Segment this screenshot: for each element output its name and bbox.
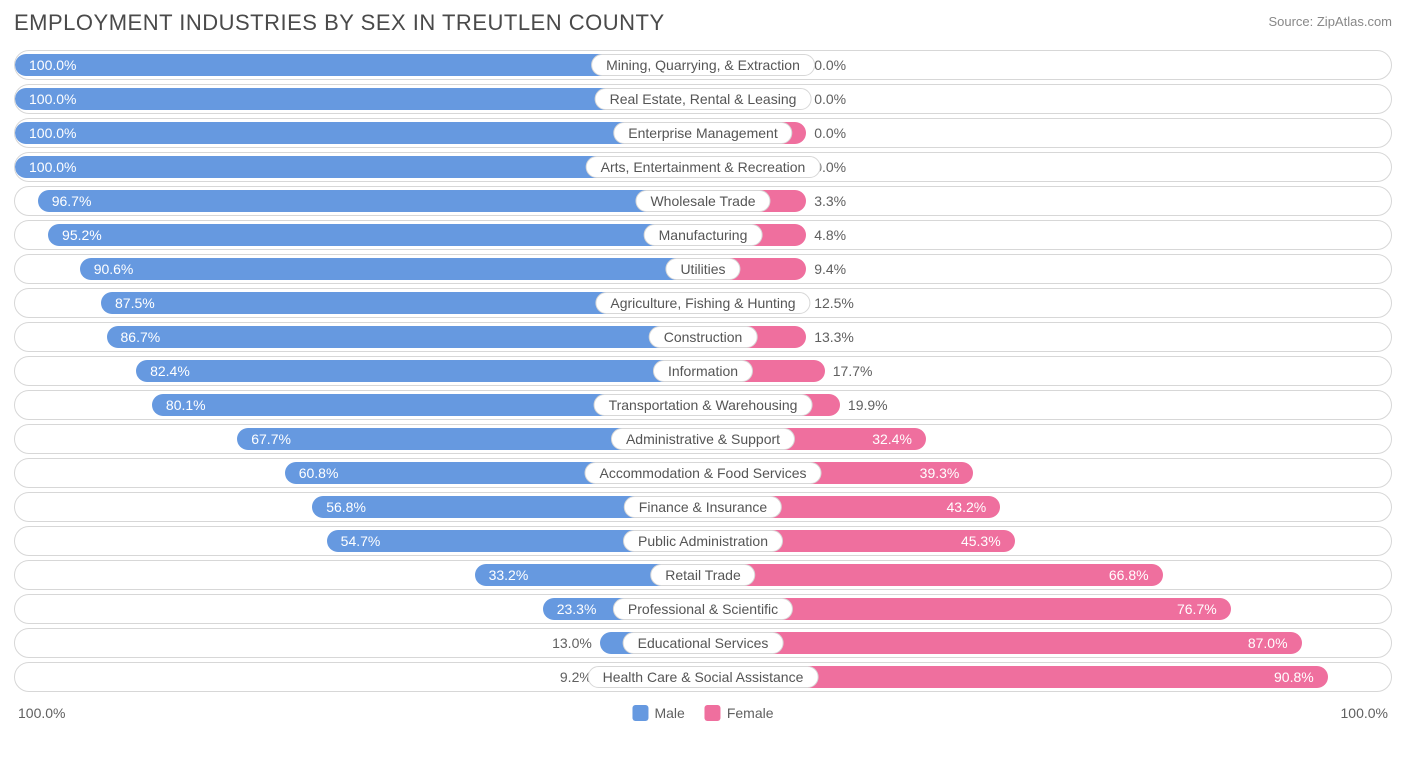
male-pct: 100.0% — [29, 153, 76, 181]
chart-row: 82.4% 17.7% Information — [14, 356, 1392, 386]
female-pct: 3.3% — [814, 187, 846, 215]
industry-label: Arts, Entertainment & Recreation — [586, 156, 821, 178]
male-pct: 95.2% — [62, 221, 102, 249]
female-pct: 0.0% — [814, 85, 846, 113]
chart-footer: 100.0% Male Female 100.0% — [14, 702, 1392, 724]
industry-label: Mining, Quarrying, & Extraction — [591, 54, 815, 76]
industry-label: Finance & Insurance — [624, 496, 782, 518]
chart-row: 86.7% 13.3% Construction — [14, 322, 1392, 352]
male-pct: 13.0% — [552, 629, 592, 657]
female-pct: 66.8% — [1109, 561, 1149, 589]
legend-female-swatch — [705, 705, 721, 721]
industry-label: Manufacturing — [644, 224, 763, 246]
chart-row: 9.2%90.8%Health Care & Social Assistance — [14, 662, 1392, 692]
chart-row: 95.2% 4.8% Manufacturing — [14, 220, 1392, 250]
male-pct: 60.8% — [299, 459, 339, 487]
industry-label: Retail Trade — [650, 564, 755, 586]
male-pct: 23.3% — [557, 595, 597, 623]
male-pct: 54.7% — [341, 527, 381, 555]
industry-label: Health Care & Social Assistance — [588, 666, 819, 688]
female-pct: 43.2% — [947, 493, 987, 521]
industry-label: Educational Services — [623, 632, 784, 654]
male-bar — [80, 258, 703, 280]
chart-row: 100.0% 0.0%Mining, Quarrying, & Extractio… — [14, 50, 1392, 80]
legend-male-swatch — [632, 705, 648, 721]
axis-left-label: 100.0% — [18, 705, 65, 721]
male-pct: 87.5% — [115, 289, 155, 317]
male-bar — [15, 122, 703, 144]
chart-row: 87.5% 12.5%Agriculture, Fishing & Hunting — [14, 288, 1392, 318]
male-pct: 80.1% — [166, 391, 206, 419]
female-pct: 32.4% — [872, 425, 912, 453]
male-pct: 100.0% — [29, 85, 76, 113]
axis-right-label: 100.0% — [1341, 705, 1388, 721]
industry-label: Administrative & Support — [611, 428, 795, 450]
industry-label: Enterprise Management — [613, 122, 792, 144]
female-pct: 39.3% — [920, 459, 960, 487]
female-pct: 45.3% — [961, 527, 1001, 555]
chart-row: 100.0%0.0%Arts, Entertainment & Recreati… — [14, 152, 1392, 182]
female-bar — [703, 564, 1163, 586]
female-pct: 17.7% — [833, 357, 873, 385]
female-pct: 0.0% — [814, 51, 846, 79]
male-pct: 82.4% — [150, 357, 190, 385]
male-bar — [38, 190, 703, 212]
chart-row: 56.8% 43.2% Finance & Insurance — [14, 492, 1392, 522]
chart-row: 13.0% 87.0% Educational Services — [14, 628, 1392, 658]
male-pct: 67.7% — [251, 425, 291, 453]
legend-male-label: Male — [654, 705, 684, 721]
female-pct: 13.3% — [814, 323, 854, 351]
industry-label: Real Estate, Rental & Leasing — [595, 88, 812, 110]
chart-row: 80.1% 19.9% Transportation & Warehousing — [14, 390, 1392, 420]
legend-female: Female — [705, 705, 774, 721]
male-bar — [136, 360, 703, 382]
chart-row: 54.7% 45.3% Public Administration — [14, 526, 1392, 556]
female-pct: 12.5% — [814, 289, 854, 317]
female-pct: 0.0% — [814, 119, 846, 147]
legend-female-label: Female — [727, 705, 774, 721]
chart-row: 23.3% 76.7% Professional & Scientific — [14, 594, 1392, 624]
female-pct: 87.0% — [1248, 629, 1288, 657]
industry-label: Wholesale Trade — [635, 190, 770, 212]
female-bar — [703, 632, 1302, 654]
male-pct: 33.2% — [489, 561, 529, 589]
industry-label: Information — [653, 360, 753, 382]
chart-row: 96.7% 3.3% Wholesale Trade — [14, 186, 1392, 216]
male-pct: 90.6% — [94, 255, 134, 283]
industry-label: Utilities — [665, 258, 740, 280]
industry-label: Transportation & Warehousing — [594, 394, 813, 416]
male-pct: 100.0% — [29, 119, 76, 147]
chart-row: 33.2% 66.8% Retail Trade — [14, 560, 1392, 590]
legend-male: Male — [632, 705, 684, 721]
chart-source: Source: ZipAtlas.com — [1268, 14, 1392, 29]
chart-rows: 100.0%0.0%Mining, Quarrying, & Extractio… — [14, 50, 1392, 692]
industry-label: Construction — [649, 326, 758, 348]
male-pct: 100.0% — [29, 51, 76, 79]
industry-label: Accommodation & Food Services — [585, 462, 822, 484]
male-pct: 86.7% — [121, 323, 161, 351]
chart-row: 60.8% 39.3% Accommodation & Food Services — [14, 458, 1392, 488]
industry-label: Public Administration — [623, 530, 783, 552]
male-pct: 96.7% — [52, 187, 92, 215]
chart-row: 100.0% 0.0%Real Estate, Rental & Leasing — [14, 84, 1392, 114]
industry-label: Agriculture, Fishing & Hunting — [595, 292, 810, 314]
female-pct: 90.8% — [1274, 663, 1314, 691]
female-pct: 19.9% — [848, 391, 888, 419]
chart-title: EMPLOYMENT INDUSTRIES BY SEX IN TREUTLEN… — [14, 10, 665, 36]
female-pct: 4.8% — [814, 221, 846, 249]
chart-row: 90.6% 9.4% Utilities — [14, 254, 1392, 284]
female-pct: 76.7% — [1177, 595, 1217, 623]
chart-row: 100.0% 0.0% Enterprise Management — [14, 118, 1392, 148]
male-bar — [48, 224, 703, 246]
female-pct: 9.4% — [814, 255, 846, 283]
industry-label: Professional & Scientific — [613, 598, 793, 620]
chart-header: EMPLOYMENT INDUSTRIES BY SEX IN TREUTLEN… — [14, 10, 1392, 36]
male-pct: 56.8% — [326, 493, 366, 521]
male-bar — [107, 326, 703, 348]
chart-row: 67.7% 32.4% Administrative & Support — [14, 424, 1392, 454]
chart-legend: Male Female — [632, 705, 773, 721]
